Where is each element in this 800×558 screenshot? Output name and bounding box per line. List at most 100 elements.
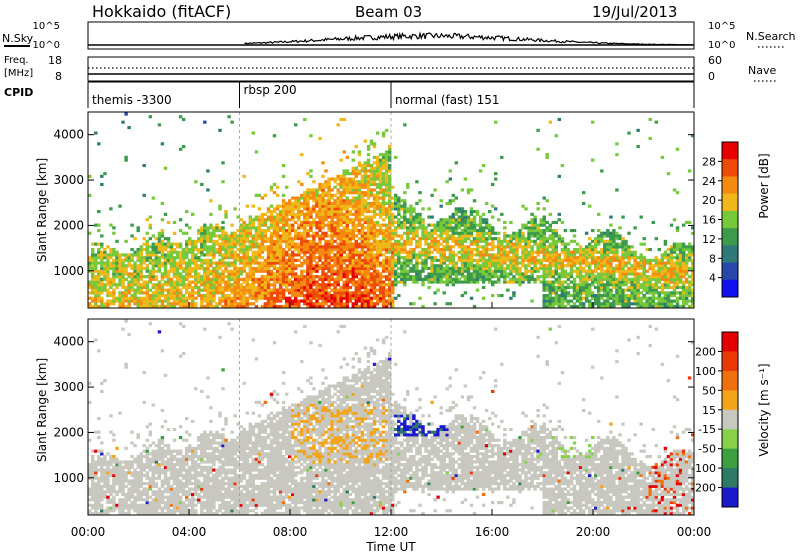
power-cell	[167, 262, 170, 265]
power-cell	[433, 188, 436, 191]
power-cell	[88, 291, 91, 294]
power-cell	[215, 262, 218, 265]
power-cell	[624, 302, 627, 305]
power-cell	[427, 237, 430, 240]
power-cell	[258, 270, 261, 273]
power-cell	[252, 251, 255, 254]
power-cell	[606, 232, 609, 235]
power-cell	[555, 234, 558, 237]
power-cell	[558, 278, 561, 281]
power-cell	[218, 207, 221, 210]
power-cell	[391, 289, 394, 292]
power-cell	[252, 237, 255, 240]
power-cell	[391, 297, 394, 300]
power-cell	[252, 297, 255, 300]
power-cell	[373, 210, 376, 213]
power-cell	[270, 221, 273, 224]
power-cell	[91, 281, 94, 284]
power-cell	[170, 264, 173, 267]
power-cell	[576, 248, 579, 251]
power-cell	[161, 218, 164, 221]
power-cell	[367, 270, 370, 273]
power-cell	[285, 278, 288, 281]
power-cell	[400, 207, 403, 210]
power-cell	[327, 294, 330, 297]
power-cell	[618, 259, 621, 262]
power-cell	[118, 275, 121, 278]
power-cell	[303, 197, 306, 200]
power-cell	[264, 248, 267, 251]
power-cell	[221, 245, 224, 248]
power-cell	[330, 188, 333, 191]
power-cell	[297, 286, 300, 289]
power-cell	[615, 251, 618, 254]
power-cell	[297, 294, 300, 297]
power-cell	[343, 199, 346, 202]
power-cell	[164, 264, 167, 267]
power-cell	[324, 194, 327, 197]
power-cell	[209, 281, 212, 284]
power-cell	[512, 248, 515, 251]
power-cell	[633, 264, 636, 267]
power-cell	[618, 226, 621, 229]
power-cell	[594, 278, 597, 281]
power-cell	[367, 183, 370, 186]
power-cell	[155, 248, 158, 251]
power-cell	[449, 216, 452, 219]
power-cell	[312, 245, 315, 248]
power-cell	[627, 259, 630, 262]
power-cell	[370, 202, 373, 205]
power-cell	[130, 224, 133, 227]
power-cell	[182, 302, 185, 305]
power-cell	[340, 278, 343, 281]
power-cell	[127, 286, 130, 289]
power-cell	[588, 243, 591, 246]
power-cell	[476, 245, 479, 248]
power-cell	[612, 253, 615, 256]
power-cell	[100, 289, 103, 292]
power-cell	[561, 259, 564, 262]
power-cell	[246, 272, 249, 275]
power-cell	[394, 197, 397, 200]
power-cell	[355, 186, 358, 189]
power-cell	[564, 243, 567, 246]
power-cell	[264, 259, 267, 262]
power-cell	[552, 297, 555, 300]
power-cell	[506, 243, 509, 246]
power-cell	[330, 218, 333, 221]
power-cell	[324, 294, 327, 297]
power-cell	[249, 240, 252, 243]
power-cell	[133, 281, 136, 284]
power-cell	[300, 194, 303, 197]
power-cell	[97, 270, 100, 273]
power-cell	[130, 234, 133, 237]
power-cell	[194, 291, 197, 294]
power-cell	[573, 262, 576, 265]
power-cell	[485, 202, 488, 205]
power-cell	[488, 272, 491, 275]
power-cell	[285, 283, 288, 286]
power-cell	[91, 243, 94, 246]
power-cell	[561, 302, 564, 305]
power-cell	[155, 286, 158, 289]
power-cell	[276, 226, 279, 229]
power-cell	[149, 237, 152, 240]
power-cell	[415, 253, 418, 256]
power-cell	[291, 205, 294, 208]
power-cell	[543, 289, 546, 292]
power-cell	[176, 267, 179, 270]
power-cell	[327, 191, 330, 194]
power-cell	[497, 248, 500, 251]
power-cell	[285, 243, 288, 246]
power-cell	[358, 262, 361, 265]
power-cell	[361, 232, 364, 235]
power-cell	[227, 234, 230, 237]
power-cell	[191, 270, 194, 273]
power-cell	[279, 297, 282, 300]
power-cell	[385, 267, 388, 270]
power-cell	[340, 232, 343, 235]
power-cell	[318, 216, 321, 219]
power-cell	[412, 229, 415, 232]
power-cell	[333, 213, 336, 216]
power-cell	[321, 232, 324, 235]
